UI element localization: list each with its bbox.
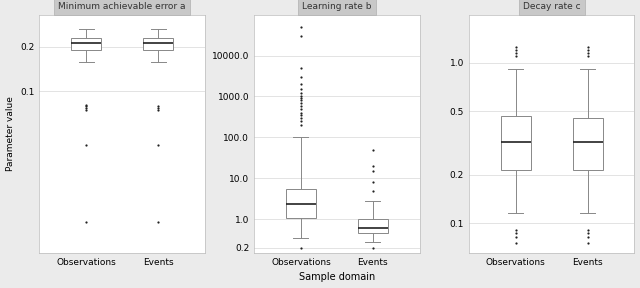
PathPatch shape [71,38,101,50]
Y-axis label: Parameter value: Parameter value [6,96,15,171]
Title: Minimum achievable error a: Minimum achievable error a [58,2,186,11]
PathPatch shape [143,38,173,50]
PathPatch shape [286,189,316,218]
PathPatch shape [573,118,603,170]
PathPatch shape [500,116,531,170]
PathPatch shape [358,219,388,233]
X-axis label: Sample domain: Sample domain [299,272,375,283]
Title: Learning rate b: Learning rate b [302,2,372,11]
Title: Decay rate c: Decay rate c [523,2,580,11]
